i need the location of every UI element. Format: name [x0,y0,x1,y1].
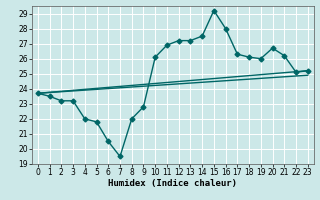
X-axis label: Humidex (Indice chaleur): Humidex (Indice chaleur) [108,179,237,188]
